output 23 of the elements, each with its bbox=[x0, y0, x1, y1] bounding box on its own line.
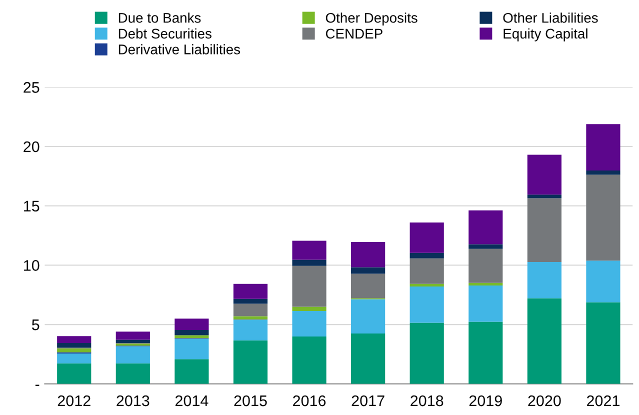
x-tick-label: 2018 bbox=[410, 395, 444, 406]
x-tick-label: 2021 bbox=[586, 395, 620, 406]
x-tick-label: 2012 bbox=[58, 395, 90, 406]
legend-label: Other Liabilities bbox=[503, 12, 598, 23]
legend-label: Other Deposits bbox=[326, 12, 418, 26]
x-tick-label: 2016 bbox=[293, 395, 326, 406]
legend-label: Due to Banks bbox=[118, 12, 201, 23]
x-tick-label: 2019 bbox=[469, 395, 502, 406]
y-tick-label: 10 bbox=[24, 260, 40, 271]
legend-label: Equity Capital bbox=[504, 28, 588, 42]
y-tick-label: 15 bbox=[24, 200, 40, 212]
legend-label: Derivative Liabilities bbox=[118, 44, 240, 54]
y-tick-label: 25 bbox=[24, 82, 40, 93]
x-tick-label: 2017 bbox=[352, 395, 384, 406]
x-tick-label: 2014 bbox=[175, 395, 208, 406]
y-tick-label: 5 bbox=[32, 320, 40, 330]
y-tick-label: - bbox=[35, 384, 40, 386]
x-tick-label: 2013 bbox=[116, 395, 150, 406]
legend-label: Debt Securities bbox=[118, 28, 212, 39]
x-tick-label: 2015 bbox=[234, 395, 267, 406]
y-tick-label: 20 bbox=[24, 141, 40, 152]
x-tick-label: 2020 bbox=[528, 395, 561, 406]
legend-label: CENDEP bbox=[326, 28, 382, 39]
